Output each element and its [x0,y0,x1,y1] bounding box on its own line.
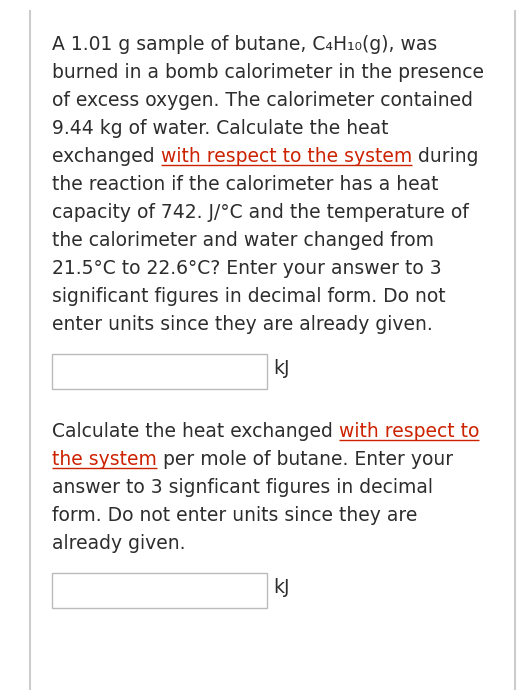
Text: 21.5°C to 22.6°C? Enter your answer to 3: 21.5°C to 22.6°C? Enter your answer to 3 [52,259,442,278]
Text: burned in a bomb calorimeter in the presence: burned in a bomb calorimeter in the pres… [52,63,484,82]
Text: capacity of 742. J/°C and the temperature of: capacity of 742. J/°C and the temperatur… [52,203,469,222]
Text: with respect to the system: with respect to the system [161,147,412,166]
Text: kJ: kJ [273,578,289,597]
Text: during: during [412,147,478,166]
Text: the system: the system [52,450,157,469]
Text: the calorimeter and water changed from: the calorimeter and water changed from [52,231,434,250]
Text: form. Do not enter units since they are: form. Do not enter units since they are [52,506,417,525]
Text: enter units since they are already given.: enter units since they are already given… [52,315,433,334]
Text: of excess oxygen. The calorimeter contained: of excess oxygen. The calorimeter contai… [52,91,473,110]
Text: significant figures in decimal form. Do not: significant figures in decimal form. Do … [52,287,446,306]
Text: already given.: already given. [52,534,185,553]
Text: exchanged: exchanged [52,147,161,166]
Text: A 1.01 g sample of butane, C₄H₁₀(g), was: A 1.01 g sample of butane, C₄H₁₀(g), was [52,35,437,54]
Text: kJ: kJ [273,359,289,378]
Text: with respect to: with respect to [339,422,479,441]
FancyBboxPatch shape [52,573,267,608]
Text: per mole of butane. Enter your: per mole of butane. Enter your [157,450,453,469]
FancyBboxPatch shape [52,354,267,389]
Text: the reaction if the calorimeter has a heat: the reaction if the calorimeter has a he… [52,175,438,194]
Text: 9.44 kg of water. Calculate the heat: 9.44 kg of water. Calculate the heat [52,119,389,138]
Text: answer to 3 signficant figures in decimal: answer to 3 signficant figures in decima… [52,478,433,497]
Text: Calculate the heat exchanged: Calculate the heat exchanged [52,422,339,441]
